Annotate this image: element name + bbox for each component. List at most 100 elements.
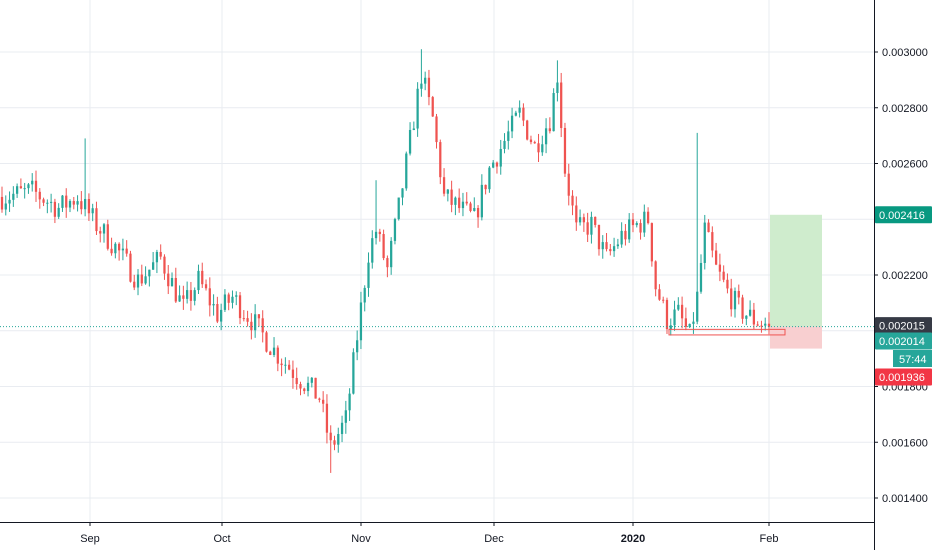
candle-body xyxy=(129,253,132,282)
candle-body xyxy=(567,173,570,196)
candle-body xyxy=(609,249,612,252)
candle xyxy=(390,237,393,275)
candle-body xyxy=(605,242,608,250)
candle-body xyxy=(318,398,321,400)
candle-body xyxy=(522,107,525,121)
candle-body xyxy=(469,203,472,211)
candle-body xyxy=(53,201,57,217)
price-tick-label: 0.002600 xyxy=(882,159,928,171)
candle xyxy=(601,235,604,259)
candle xyxy=(578,209,582,226)
candle xyxy=(544,118,548,154)
candle xyxy=(745,315,748,326)
candle-body xyxy=(382,234,385,259)
candle xyxy=(696,132,699,325)
candle-body xyxy=(133,281,136,288)
candle xyxy=(560,72,563,138)
candle xyxy=(356,330,359,361)
candle xyxy=(76,195,79,212)
candle xyxy=(12,186,15,207)
candle xyxy=(201,262,204,288)
candle-body xyxy=(745,315,748,319)
candle xyxy=(590,211,593,244)
candle xyxy=(397,197,400,221)
candle xyxy=(439,139,442,185)
candle xyxy=(699,254,703,294)
candle-body xyxy=(31,180,34,185)
candle xyxy=(136,269,140,296)
candle xyxy=(155,249,159,274)
candle xyxy=(752,302,756,330)
candle-body xyxy=(427,77,431,98)
candle xyxy=(72,196,75,210)
candle-body xyxy=(439,142,442,178)
candle xyxy=(80,191,83,215)
candle-body xyxy=(46,202,49,204)
candle-body xyxy=(371,238,374,263)
candle-body xyxy=(442,177,446,194)
candle-body xyxy=(484,184,487,190)
candle xyxy=(19,178,23,189)
candle xyxy=(223,289,227,312)
candle-body xyxy=(12,193,15,200)
candle-body xyxy=(488,167,491,190)
candle-body xyxy=(280,363,283,366)
support-rectangle[interactable] xyxy=(668,328,786,336)
candle-body xyxy=(174,277,177,302)
candle-body xyxy=(34,180,38,192)
candle xyxy=(193,287,196,306)
candle-body xyxy=(344,410,347,423)
candle-body xyxy=(212,304,215,306)
loss-zone[interactable] xyxy=(770,326,822,349)
candle xyxy=(677,297,680,311)
candle xyxy=(129,250,132,283)
candle-body xyxy=(699,262,703,292)
candle xyxy=(412,121,415,131)
price-tick-label: 0.003000 xyxy=(882,47,928,59)
candle-body xyxy=(378,231,381,235)
candle-body xyxy=(49,201,53,203)
candle-body xyxy=(397,197,400,220)
candle-body xyxy=(669,325,672,330)
candle xyxy=(363,285,366,312)
candle-body xyxy=(696,291,699,322)
candle xyxy=(382,229,385,261)
time-axis[interactable]: Sep Oct Nov Dec 2020 Feb xyxy=(0,522,874,550)
candle xyxy=(714,242,718,266)
candle-body xyxy=(72,201,75,205)
candle xyxy=(673,300,676,331)
candle xyxy=(314,377,317,399)
candle-body xyxy=(620,230,623,245)
candle xyxy=(442,168,446,197)
candle xyxy=(144,266,147,285)
candle xyxy=(246,310,249,327)
candle-body xyxy=(563,127,567,174)
candle xyxy=(639,219,642,240)
candle xyxy=(726,273,729,294)
candle-body xyxy=(61,195,64,208)
price-axis[interactable]: 0.0014000.0016000.0018000.0022000.002600… xyxy=(874,0,932,550)
candle-body xyxy=(390,240,393,268)
candle-body xyxy=(231,296,234,303)
candle xyxy=(454,196,457,216)
candle-body xyxy=(23,188,26,190)
candle xyxy=(163,254,166,280)
candle-body xyxy=(216,304,219,322)
candle-body xyxy=(597,224,601,250)
take-profit-label: 0.002416 xyxy=(879,210,925,222)
last-price-tag: 0.002014 57:44 xyxy=(875,332,932,367)
candle xyxy=(662,296,665,304)
position-zones xyxy=(770,214,822,349)
candle-body xyxy=(340,422,344,435)
candle-body xyxy=(0,196,4,210)
candle xyxy=(333,435,336,451)
profit-zone[interactable] xyxy=(770,214,822,327)
candle xyxy=(189,281,193,311)
candle xyxy=(612,237,616,257)
candle xyxy=(272,337,276,358)
candle-body xyxy=(650,223,653,262)
candle xyxy=(533,140,536,144)
price-tick-label: 0.001400 xyxy=(882,493,928,505)
candle-body xyxy=(295,377,298,385)
